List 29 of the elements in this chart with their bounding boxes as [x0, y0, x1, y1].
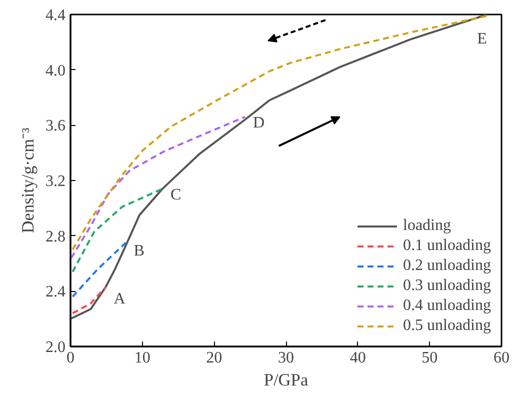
legend-label: 0.3 unloading: [403, 277, 491, 295]
x-tick-label: 60: [494, 350, 510, 366]
annotation: E: [477, 30, 487, 48]
y-tick-label: 2.4: [46, 284, 66, 301]
y-tick-label: 4.0: [46, 62, 66, 80]
y-axis-title: Density/g·cm⁻³: [18, 128, 38, 234]
annotation: B: [134, 242, 144, 260]
legend-label: 0.2 unloading: [403, 257, 491, 275]
y-tick-label: 2.0: [46, 339, 66, 356]
y-tick-label: 4.4: [46, 7, 66, 24]
y-tick-label: 2.8: [46, 228, 66, 246]
annotation: C: [170, 186, 182, 204]
legend-label: 0.5 unloading: [403, 317, 491, 335]
legend-label: 0.4 unloading: [403, 297, 491, 315]
x-tick-label: 50: [422, 350, 438, 366]
line-series: [70, 116, 246, 259]
annotation: A: [114, 290, 126, 308]
x-tick-label: 30: [278, 350, 294, 366]
x-axis-title: P/GPa: [264, 370, 308, 390]
line-series: [72, 188, 164, 273]
x-tick-label: 0: [66, 350, 74, 366]
legend-label: 0.1 unloading: [403, 237, 491, 255]
annotation: D: [253, 114, 265, 132]
x-tick-label: 10: [134, 350, 150, 366]
x-tick-label: 40: [350, 350, 366, 366]
legend-label: loading: [403, 217, 451, 235]
y-tick-label: 3.2: [46, 173, 66, 190]
y-tick-label: 3.6: [46, 118, 66, 135]
x-tick-label: 20: [206, 350, 222, 366]
